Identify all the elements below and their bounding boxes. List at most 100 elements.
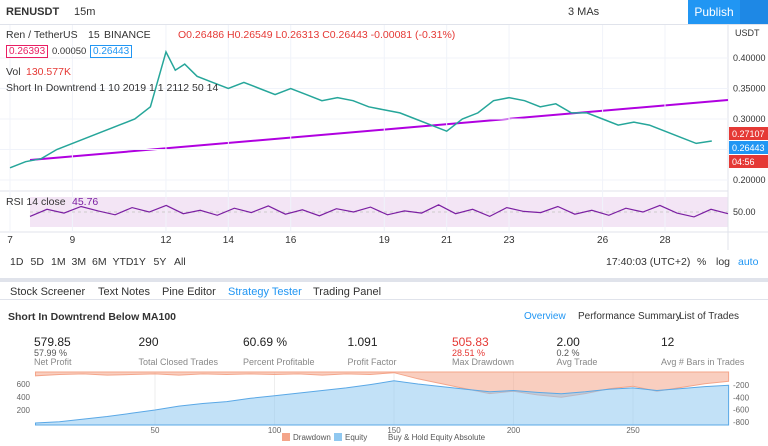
interval[interactable]: 15m	[74, 6, 96, 18]
volume: 130.577K	[26, 66, 71, 78]
bid: 0.26393	[6, 45, 49, 58]
stat-label: Profit Factor	[347, 357, 397, 367]
equity-tick-label: 200	[17, 406, 31, 415]
range-button[interactable]: YTD	[112, 256, 134, 268]
clock: 17:40:03 (UTC+2)	[606, 256, 691, 268]
stat-label: Max Drawdown	[452, 357, 515, 367]
strategy-legend: Short In Downtrend 1 10 2019 1 1 2112 50…	[6, 82, 219, 94]
price-label: 0.26443	[732, 143, 765, 153]
trade-tick-label: 250	[626, 426, 640, 435]
indicators[interactable]: 3 MAs	[568, 6, 600, 18]
stat-value: 1.091	[347, 335, 378, 349]
auto-toggle[interactable]: auto	[738, 256, 759, 268]
stat-value: 60.69 %	[243, 335, 288, 349]
legend-interval: 15	[88, 29, 100, 41]
trade-tick-label: 150	[387, 426, 401, 435]
range-button[interactable]: 6M	[92, 256, 107, 268]
stat-label: Percent Profitable	[243, 357, 315, 367]
range-button[interactable]: All	[174, 256, 186, 268]
equity-area	[35, 380, 730, 426]
stat-label: Net Profit	[34, 357, 72, 367]
percent-toggle[interactable]: %	[697, 256, 707, 268]
stat-sub: 57.99 %	[34, 348, 68, 358]
panel-tab[interactable]: Strategy Tester	[228, 286, 302, 298]
stat-value: 12	[661, 335, 675, 349]
rsi-label: RSI 14 close	[6, 196, 66, 208]
stat-sub: 0.2 %	[556, 348, 580, 358]
rsi-line	[29, 204, 729, 218]
legend-entry: Buy & Hold Equity	[388, 433, 452, 442]
price-tick-label: 0.30000	[733, 114, 766, 124]
time-tick-label: 26	[597, 235, 609, 246]
publish-menu[interactable]	[740, 0, 768, 24]
panel-tab[interactable]: Stock Screener	[10, 286, 86, 298]
price-label-box	[729, 127, 768, 140]
time-tick-label: 28	[659, 235, 671, 246]
top-toolbar: RENUSDT 15m 3 MAs Publish	[0, 0, 768, 25]
publish-button[interactable]: Publish	[688, 0, 740, 24]
equity-tick-label: 400	[17, 393, 31, 402]
trade-tick-label: 50	[151, 426, 160, 435]
range-button[interactable]: 5Y	[153, 256, 167, 268]
price-label-box	[729, 141, 768, 154]
symbol[interactable]: RENUSDT	[6, 6, 60, 18]
legend-swatch	[334, 433, 342, 441]
stat-value: 290	[138, 335, 159, 349]
stat-label: Avg # Bars in Trades	[661, 357, 745, 367]
strategy-name: Short In Downtrend Below MA100	[8, 311, 177, 323]
range-button[interactable]: 1M	[51, 256, 66, 268]
price-tick-label: 0.35000	[733, 84, 766, 94]
panel-tab[interactable]: Pine Editor	[162, 286, 216, 298]
charts: 0.400000.350000.300000.250000.20000USDT7…	[0, 25, 768, 442]
panel-tab[interactable]: Trading Panel	[313, 286, 382, 298]
range-button[interactable]: 3M	[71, 256, 87, 268]
time-tick-label: 23	[503, 235, 515, 246]
range-button[interactable]: 1D	[10, 256, 24, 268]
exchange: BINANCE	[104, 29, 151, 41]
price-label: 0.27107	[732, 129, 765, 139]
time-tick-label: 7	[7, 235, 13, 246]
drawdown-tick-label: -800	[733, 418, 750, 427]
price-line	[9, 49, 712, 169]
stat-value: 505.83	[452, 335, 489, 349]
rsi-tick-label: 50.00	[733, 207, 756, 217]
price-label: 04:56	[732, 157, 755, 167]
time-tick-label: 12	[160, 235, 172, 246]
strategy-view-tab[interactable]: List of Trades	[679, 311, 740, 322]
ohlc: O0.26486 H0.26549 L0.26313 C0.26443 -0.0…	[178, 29, 456, 41]
trade-tick-label: 200	[507, 426, 521, 435]
stat-value: 2.00	[556, 335, 580, 349]
currency: USDT	[735, 28, 760, 38]
trade-tick-label: 100	[268, 426, 282, 435]
time-tick-label: 9	[70, 235, 76, 246]
price-tick-label: 0.20000	[733, 175, 766, 185]
range-button[interactable]: 5D	[30, 256, 44, 268]
price-label-box	[729, 155, 768, 168]
time-tick-label: 21	[441, 235, 453, 246]
time-tick-label: 19	[379, 235, 391, 246]
range-button[interactable]: 1Y	[133, 256, 146, 268]
log-toggle[interactable]: log	[716, 256, 731, 268]
ask: 0.26443	[90, 45, 133, 58]
rsi-value: 45.76	[72, 196, 99, 208]
panel-tab[interactable]: Text Notes	[98, 286, 150, 298]
legend-entry: Absolute	[454, 433, 486, 442]
equity-tick-label: 600	[17, 380, 31, 389]
volume-label: Vol	[6, 66, 21, 78]
time-tick-label: 14	[223, 235, 235, 246]
legend-entry: Equity	[345, 433, 367, 442]
legend-entry: Drawdown	[293, 433, 331, 442]
stat-label: Avg Trade	[556, 357, 598, 367]
stat-value: 579.85	[34, 335, 71, 349]
stat-sub: 28.51 %	[452, 348, 486, 358]
stat-label: Total Closed Trades	[138, 357, 219, 367]
time-tick-label: 16	[285, 235, 297, 246]
legend-swatch	[282, 433, 290, 441]
price-tick-label: 0.40000	[733, 53, 766, 63]
strategy-view-tab[interactable]: Overview	[524, 311, 566, 322]
drawdown-tick-label: -200	[733, 381, 750, 390]
bottom-tabs: Stock Screener Text Notes Pine Editor Strat…	[0, 278, 768, 300]
strategy-view-tab[interactable]: Performance Summary	[578, 311, 681, 322]
drawdown-tick-label: -600	[733, 406, 750, 415]
